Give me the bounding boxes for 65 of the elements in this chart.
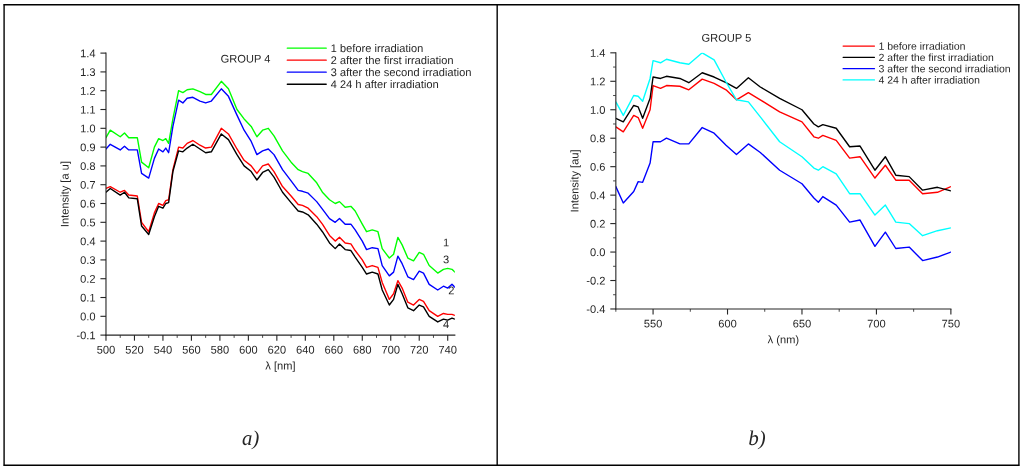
y-tick-label: 0.0 (590, 248, 605, 257)
x-tick-label: 750 (942, 319, 960, 328)
y-tick-label: 0.0 (80, 312, 96, 321)
x-axis-title: λ (nm) (767, 335, 799, 346)
annotation: 2 (448, 286, 454, 295)
y-tick-label: 0.8 (590, 134, 605, 143)
y-tick-label: 0.7 (80, 180, 96, 189)
y-tick-label: 0.1 (80, 293, 96, 302)
legend-label: 3 after the second irradiation (331, 68, 471, 77)
x-tick-label: 650 (793, 319, 811, 328)
legend-label: 4 24 h after irradiation (330, 80, 439, 89)
y-tick-label: 0.6 (80, 199, 96, 208)
x-tick-label: 600 (718, 319, 737, 328)
legend-label: 2 after the first irradiation (331, 55, 453, 65)
annotation: 3 (443, 255, 449, 264)
legend-label: 4 24 h after irradiation (878, 76, 980, 84)
y-tick-label: 0.4 (590, 191, 606, 200)
x-tick-label: 680 (353, 345, 372, 354)
y-tick-label: -0.1 (76, 331, 96, 340)
y-tick-label: 1.0 (80, 124, 96, 133)
y-tick-label: 1.4 (80, 49, 96, 58)
x-tick-label: 560 (182, 345, 201, 354)
y-tick-label: 0.6 (590, 162, 605, 171)
y-tick-label: 0.8 (80, 162, 96, 171)
y-tick-label: 0.3 (80, 256, 96, 265)
text: a) (242, 430, 259, 450)
y-tick-label: -0.2 (586, 276, 605, 285)
y-tick-label: 1.0 (590, 106, 605, 114)
text: b) (749, 430, 766, 450)
y-tick-label: 1.2 (590, 77, 605, 86)
legend-label: 3 after the second irradiation (878, 64, 1010, 73)
x-tick-label: 550 (644, 319, 662, 328)
y-tick-label: 0.5 (80, 218, 96, 227)
x-tick-label: 720 (410, 345, 429, 354)
x-tick-label: 580 (211, 345, 229, 354)
annotation: 1 (443, 238, 449, 247)
x-tick-label: 500 (97, 345, 115, 354)
y-axis-title: Intensity [a u] (60, 161, 71, 227)
x-axis-title: λ [nm] (265, 361, 295, 372)
y-tick-label: 1.3 (80, 68, 96, 77)
x-tick-label: 620 (268, 345, 286, 354)
y-tick-label: 1.4 (590, 49, 606, 57)
y-tick-label: 0.2 (80, 274, 96, 283)
annotation: 4 (443, 320, 449, 329)
legend-label: 1 before irradiation (879, 42, 965, 50)
x-tick-label: 640 (296, 345, 315, 354)
y-tick-label: 0.2 (590, 219, 605, 228)
line-series (615, 126, 951, 262)
y-tick-label: -0.4 (586, 305, 606, 314)
legend-label: 1 before irradiation (331, 43, 423, 53)
y-axis-title: Intensity [au] (570, 150, 581, 212)
chart-title: GROUP 5 (702, 33, 751, 42)
y-tick-label: 0.4 (80, 237, 96, 246)
x-tick-label: 700 (867, 319, 886, 328)
legend-label: 2 after the first irradiation (879, 53, 994, 62)
y-tick-label: 0.9 (80, 143, 96, 152)
x-tick-label: 520 (125, 345, 144, 354)
x-tick-label: 540 (154, 345, 172, 354)
x-tick-label: 660 (325, 345, 343, 354)
x-tick-label: 700 (382, 345, 400, 354)
y-tick-label: 1.1 (80, 105, 96, 114)
chart-title: GROUP 4 (221, 54, 271, 63)
x-tick-label: 600 (239, 345, 258, 354)
y-tick-label: 1.2 (80, 86, 96, 95)
x-tick-label: 740 (439, 345, 457, 354)
